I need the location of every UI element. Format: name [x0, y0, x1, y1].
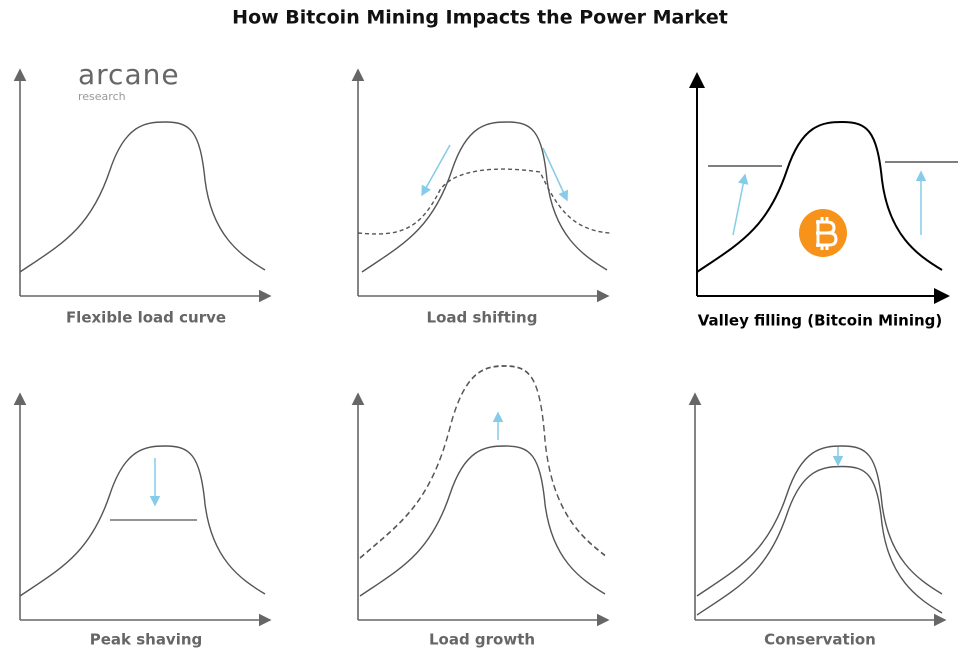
panel-label: Flexible load curve — [66, 309, 226, 327]
panel: Peak shaving — [20, 394, 270, 649]
panel-label: Load shifting — [427, 309, 538, 327]
panel: Load shifting — [358, 70, 611, 327]
panel-label: Valley filling (Bitcoin Mining) — [698, 312, 943, 330]
panel-label: Load growth — [429, 631, 535, 649]
title: How Bitcoin Mining Impacts the Power Mar… — [232, 7, 728, 29]
panel: Load growth — [358, 365, 608, 649]
panel: Valley filling (Bitcoin Mining) — [689, 72, 958, 330]
panel: Conservation — [695, 394, 945, 649]
panel: Flexible load curve — [20, 70, 270, 327]
logo-sub: research — [78, 90, 126, 103]
panel-label: Conservation — [764, 631, 876, 649]
panel-label: Peak shaving — [90, 631, 203, 649]
logo-name: arcane — [78, 58, 180, 91]
